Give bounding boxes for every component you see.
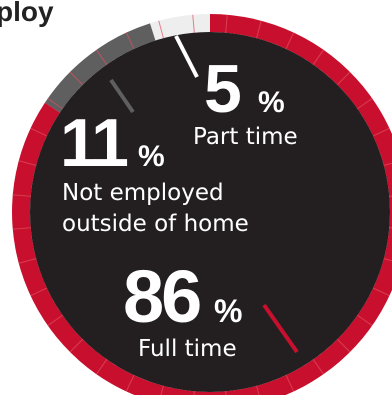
ring-tick [12,227,31,230]
unit-label-full-time: % [214,293,242,329]
ring-tick [69,71,84,86]
unit-label-part-time: % [258,86,285,119]
unit-label-not-employed: % [138,140,165,173]
ring-tick [69,338,84,353]
ring-tick [357,98,373,110]
ring-tick [96,359,108,375]
ring-tick [225,391,227,395]
ring-tick [125,374,135,392]
ring-tick [125,32,135,50]
leader-line-part-time [174,35,199,78]
slice-label-part-time: Part time [193,124,298,150]
ring-tick [336,71,351,86]
ring-tick [193,391,195,395]
ring-segment-not-employed [44,23,156,113]
center-disk [30,32,390,392]
ring-tick [336,338,351,353]
ring-tick [256,20,262,39]
leader-line-full-time [262,303,299,354]
ring-tick [192,14,195,33]
ring-tick [158,20,164,39]
ring-layer [12,14,392,395]
value-label-part-time: 5 [204,51,240,127]
ring-tick [383,162,392,166]
ring-tick [372,127,390,137]
tick-layer [12,14,392,395]
value-label-not-employed: 11 [60,105,127,181]
value-label-full-time: 86 [123,255,200,338]
ring-tick [372,287,390,297]
ring-tick [47,314,63,326]
ring-tick [12,194,31,197]
slice-label-not-employed-line-2: outside of home [62,211,249,237]
ring-tick [18,160,37,166]
ring-tick [357,314,373,326]
ring-tick [30,127,48,137]
ring-tick [285,32,295,50]
ring-tick [383,258,392,262]
ring-tick [312,49,324,65]
ring-tick [18,258,37,264]
ring-tick [225,14,228,33]
slice-label-not-employed-line-1: Not employed [62,180,224,206]
ring-tick [47,98,63,110]
ring-tick [285,374,295,392]
ring-tick [96,49,108,65]
ring-tick [30,287,48,297]
slice-label-full-time: Full time [138,336,237,362]
ring-segment-part-time [149,14,210,41]
title-fragment: ploy [0,0,54,27]
ring-tick [312,359,324,375]
leader-line-not-employed [109,78,135,114]
